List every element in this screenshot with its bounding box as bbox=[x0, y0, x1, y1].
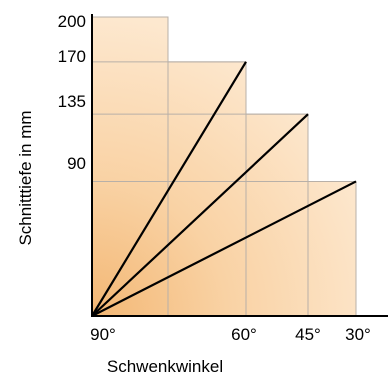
y-tick-label-170: 170 bbox=[58, 47, 86, 66]
y-tick-label-200: 200 bbox=[58, 12, 86, 31]
x-tick-label-90: 90° bbox=[90, 325, 116, 344]
depth-step-90 bbox=[92, 17, 168, 316]
ray-60-deg bbox=[91, 61, 247, 317]
y-tick-label-135: 135 bbox=[58, 92, 86, 111]
depth-step-45 bbox=[246, 114, 308, 316]
ray-30-deg bbox=[91, 180, 357, 317]
depth-steps bbox=[92, 17, 356, 316]
angle-rays bbox=[91, 61, 357, 317]
depth-step-30 bbox=[308, 181, 356, 316]
depth-step-60 bbox=[168, 61, 246, 316]
y-tick-label-90: 90 bbox=[67, 154, 86, 173]
x-tick-label-45: 45° bbox=[295, 325, 321, 344]
ray-45-deg bbox=[91, 113, 309, 317]
x-tick-label-60: 60° bbox=[231, 325, 257, 344]
x-axis-title: Schwenkwinkel bbox=[107, 357, 223, 376]
x-tick-label-30: 30° bbox=[345, 325, 371, 344]
y-axis-title: Schnitttiefe in mm bbox=[16, 110, 35, 245]
